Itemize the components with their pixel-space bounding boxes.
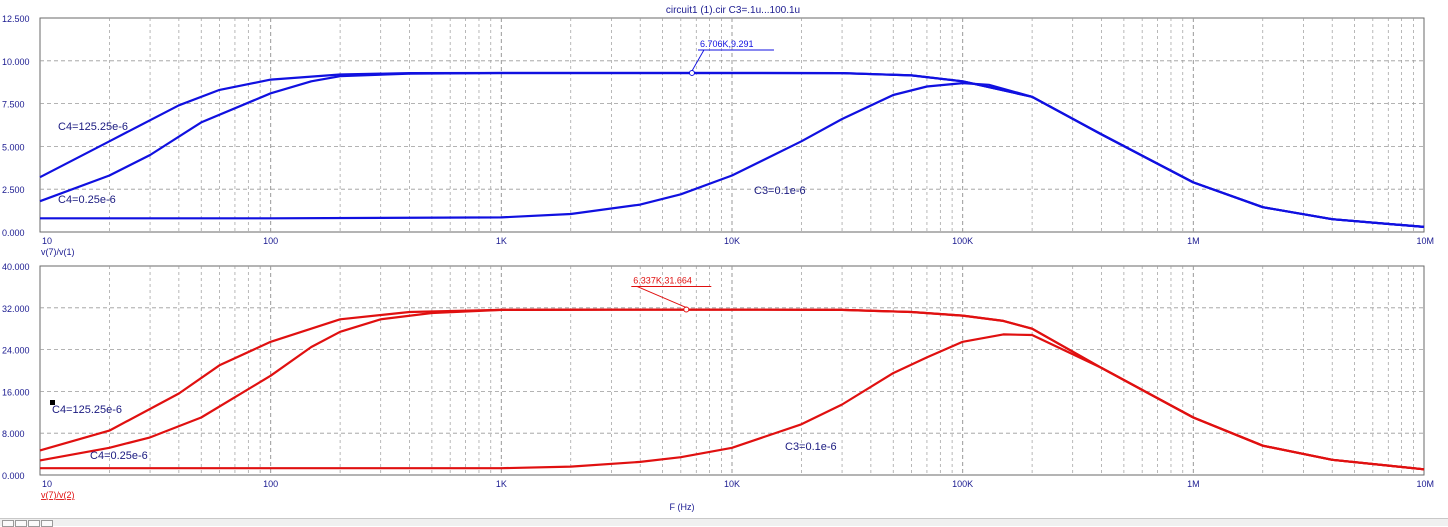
y-tick-label: 7.500 [2, 100, 25, 110]
y-tick-label: 10.000 [2, 57, 30, 67]
series-line [40, 81, 1425, 228]
x-tick-label: 100 [263, 236, 278, 246]
x-tick-label: 10 [42, 236, 52, 246]
y-tick-label: 8.000 [2, 429, 25, 439]
annotation-leader [637, 286, 687, 309]
y-tick-label: 32.000 [2, 304, 30, 314]
y-tick-label: 40.000 [2, 262, 30, 272]
chart-title: circuit1 (1).cir C3=.1u...100.1u [666, 5, 800, 16]
y-tick-label: 5.000 [2, 142, 25, 152]
status-cell[interactable] [15, 520, 27, 527]
annotation-leader [691, 49, 705, 72]
y-tick-label: 0.000 [2, 471, 25, 481]
y-tick-label: 24.000 [2, 346, 30, 356]
y-axis-label: v(7)/v(1) [41, 247, 75, 257]
status-cell[interactable] [2, 520, 14, 527]
y-tick-label: 12.500 [2, 14, 30, 24]
x-tick-label: 100 [263, 479, 278, 489]
selection-handle[interactable] [50, 400, 55, 405]
annotation-marker[interactable] [688, 69, 695, 76]
series-label: C4=125.25e-6 [58, 121, 128, 133]
series-label: C3=0.1e-6 [754, 185, 806, 197]
annotation-label: 6.337K,31.664 [633, 276, 692, 286]
series-label: C4=0.25e-6 [90, 450, 148, 462]
annotation-label: 6.706K,9.291 [700, 39, 754, 49]
x-tick-label: 1M [1187, 479, 1200, 489]
series-label: C3=0.1e-6 [785, 441, 837, 453]
y-tick-label: 2.500 [2, 185, 25, 195]
plot-frame [39, 265, 1425, 476]
y-axis-label: v(7)/v(2) [41, 490, 75, 500]
y-tick-label: 0.000 [2, 228, 25, 238]
x-tick-label: 10M [1416, 479, 1434, 489]
x-axis-title: F (Hz) [670, 502, 695, 512]
plot-panel-2: 0.000 8.000 16.000 24.000 32.000 40.000 10 100 1… [2, 262, 1434, 500]
plot-panel-1: 0.000 2.500 5.000 7.500 10.000 12.500 10 100 1K 1… [2, 14, 1434, 257]
series-label: C4=0.25e-6 [58, 194, 116, 206]
x-tick-label: 1M [1187, 236, 1200, 246]
x-tick-label: 100K [952, 236, 973, 246]
series-line [40, 333, 1425, 471]
x-tick-label: 10 [42, 479, 52, 489]
x-tick-label: 100K [952, 479, 973, 489]
x-tick-label: 10M [1416, 236, 1434, 246]
x-tick-label: 10K [724, 236, 740, 246]
status-cell[interactable] [28, 520, 40, 527]
status-cell[interactable] [41, 520, 53, 527]
x-tick-label: 10K [724, 479, 740, 489]
x-tick-label: 1K [496, 479, 507, 489]
y-tick-label: 16.000 [2, 387, 30, 397]
x-tick-label: 1K [496, 236, 507, 246]
series-label: C4=125.25e-6 [52, 404, 122, 416]
annotation-marker[interactable] [683, 306, 690, 313]
